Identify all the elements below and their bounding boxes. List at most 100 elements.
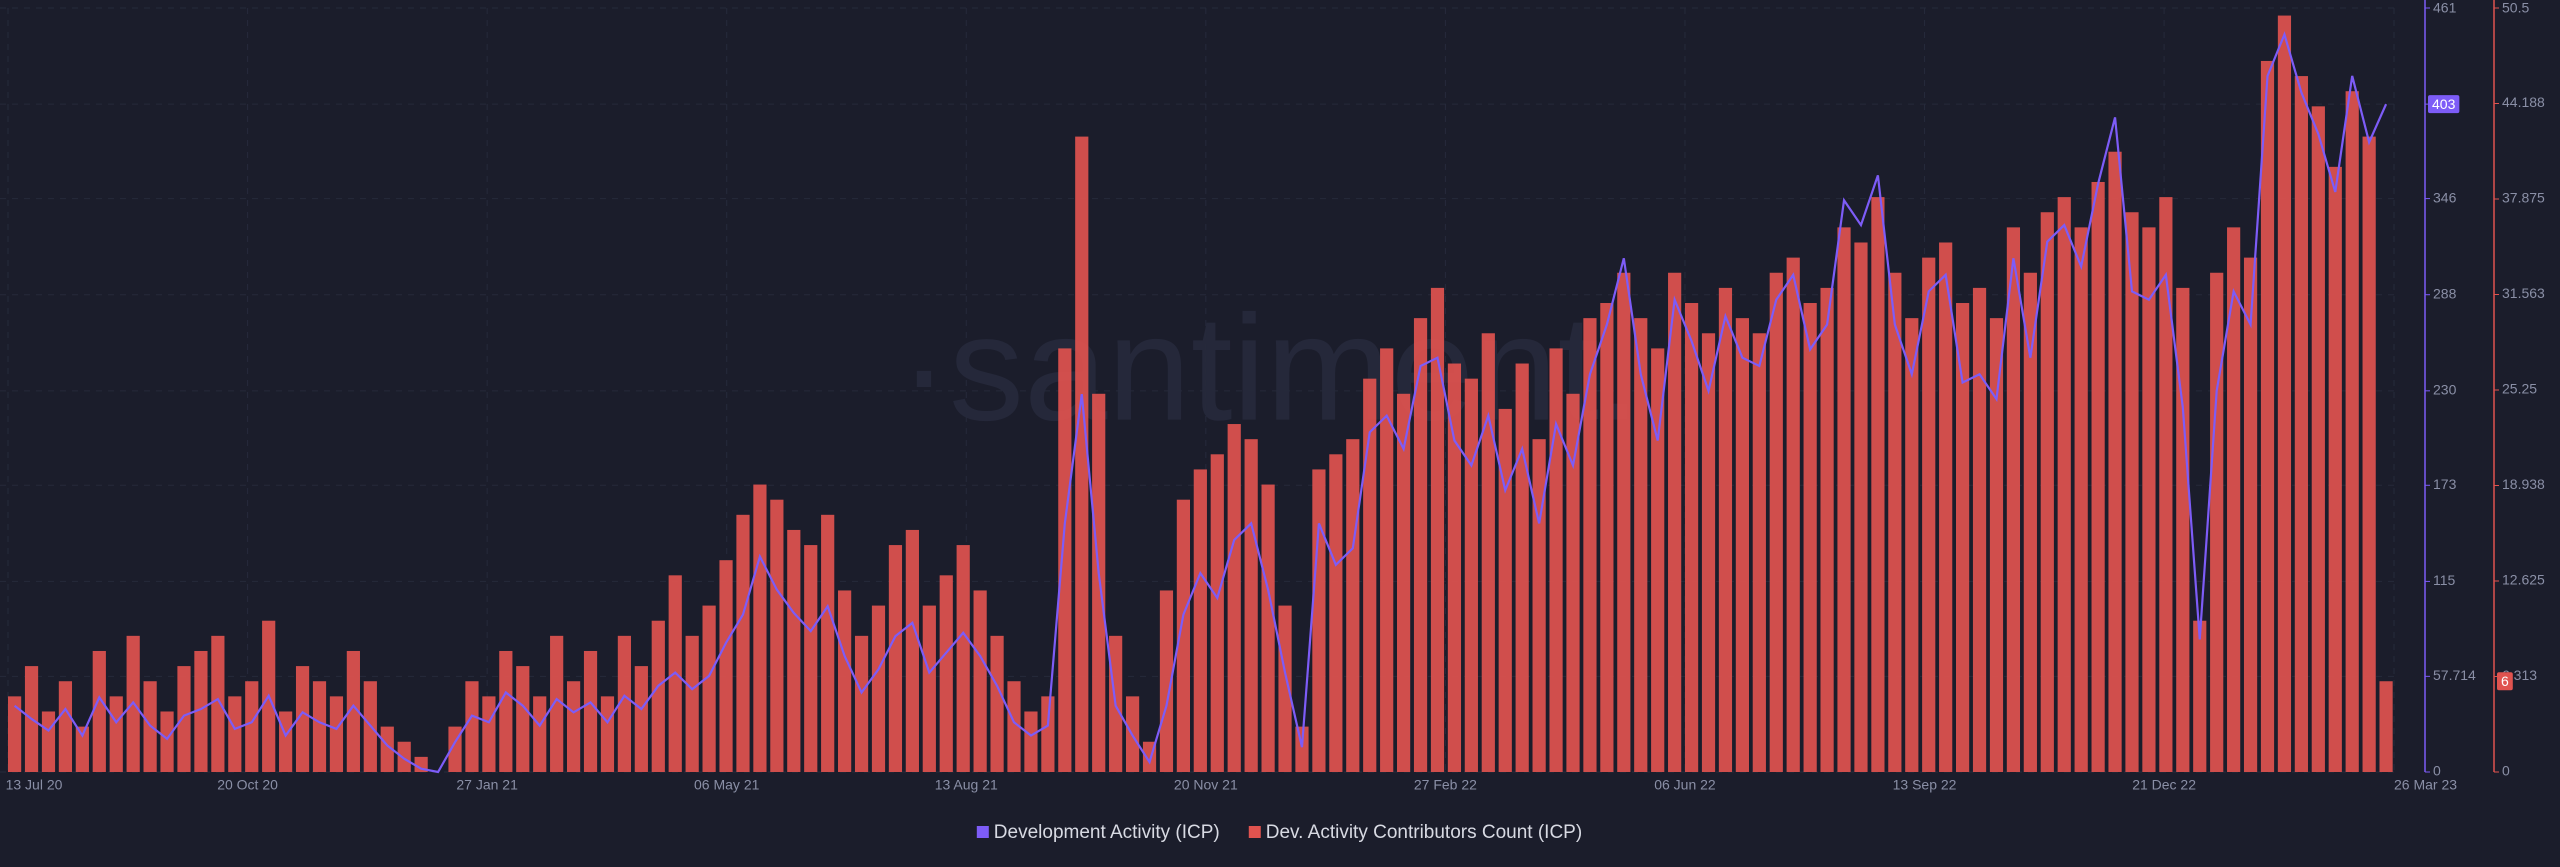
- bar: [617, 635, 632, 772]
- bar: [1617, 272, 1631, 772]
- y2-tick-label: 12.625: [2502, 572, 2545, 588]
- y2-tick-label: 0: [2502, 763, 2510, 779]
- bar: [1972, 287, 1987, 772]
- x-tick-label: 13 Jul 20: [6, 777, 63, 793]
- bar: [1752, 333, 1766, 772]
- bar: [1498, 408, 1512, 772]
- bar: [160, 711, 174, 772]
- bar: [1837, 227, 1851, 772]
- bar: [871, 605, 886, 772]
- x-tick-label: 20 Oct 20: [217, 777, 278, 793]
- bar: [922, 605, 936, 772]
- bar: [2006, 227, 2021, 772]
- bar: [245, 681, 259, 772]
- bar: [1549, 348, 1563, 772]
- bar: [2210, 272, 2224, 772]
- bar: [41, 711, 56, 772]
- bar: [1956, 303, 1970, 772]
- bar: [2379, 681, 2393, 772]
- bar: [1735, 318, 1749, 772]
- bar: [1939, 242, 1953, 772]
- bar: [821, 514, 835, 772]
- bar: [1532, 439, 1546, 772]
- bar: [1413, 318, 1428, 772]
- bar: [1634, 318, 1648, 772]
- bar: [1786, 257, 1800, 772]
- bar: [1244, 439, 1258, 772]
- line: [13, 31, 2388, 774]
- bar: [1227, 424, 1241, 772]
- y-tick-label: 461: [2433, 0, 2457, 16]
- bar: [1600, 303, 1614, 772]
- bar: [2328, 166, 2342, 772]
- bar: [1312, 469, 1326, 772]
- bar: [888, 545, 903, 772]
- bar: [2227, 227, 2241, 772]
- bar: [1447, 363, 1462, 772]
- y-tick-label: 57.714: [2433, 667, 2476, 683]
- bar: [1346, 439, 1360, 772]
- bar: [1058, 348, 1072, 772]
- x-tick-label: 21 Dec 22: [2132, 777, 2196, 793]
- bar: [1210, 454, 1224, 772]
- bar: [329, 696, 344, 772]
- bar: [1651, 348, 1665, 772]
- bar: [854, 635, 869, 772]
- legend-swatch: [1248, 826, 1261, 838]
- bar: [1092, 393, 1106, 772]
- bar: [1566, 393, 1580, 772]
- bar: [295, 666, 310, 772]
- bar: [1380, 348, 1394, 772]
- bar: [1075, 136, 1089, 772]
- bar: [1989, 318, 2004, 772]
- bar: [75, 726, 89, 772]
- legend-swatch: [976, 826, 989, 838]
- x-tick-label: 27 Feb 22: [1414, 777, 1477, 793]
- bar: [2108, 151, 2122, 772]
- bar: [566, 681, 581, 772]
- bar: [1024, 711, 1038, 772]
- bar: [211, 635, 225, 772]
- x-tick-label: 26 Mar 23: [2394, 777, 2457, 793]
- bar: [194, 650, 208, 772]
- bar: [1583, 318, 1597, 772]
- bar: [2243, 257, 2258, 772]
- y-tick-label: 288: [2433, 285, 2457, 301]
- bar: [838, 590, 852, 772]
- bar: [2074, 227, 2088, 772]
- bar: [2345, 91, 2359, 772]
- bar: [177, 666, 191, 772]
- bar: [1193, 469, 1207, 772]
- bar: [109, 696, 123, 772]
- bar: [2176, 287, 2190, 772]
- bar: [499, 650, 513, 772]
- bar: [550, 635, 564, 772]
- legend-label: Dev. Activity Contributors Count (ICP): [1266, 822, 1582, 843]
- bar: [2125, 212, 2139, 773]
- y-tick-label: 346: [2433, 189, 2457, 205]
- bar: [1430, 287, 1445, 772]
- bar: [685, 635, 699, 772]
- bar: [1363, 378, 1377, 772]
- y2-tick-label: 37.875: [2502, 190, 2545, 206]
- y2-tick-label: 25.25: [2502, 381, 2537, 397]
- bar: [1684, 303, 1699, 772]
- bar: [973, 590, 987, 772]
- bar: [1159, 590, 1174, 772]
- bar: [2260, 60, 2275, 772]
- bar: [804, 545, 818, 772]
- y-tick-label: 115: [2433, 572, 2456, 588]
- x-tick-label: 13 Aug 21: [935, 777, 998, 793]
- bar: [1278, 605, 1292, 772]
- value-badge-text: 403: [2432, 96, 2456, 112]
- bar: [1803, 303, 1817, 772]
- bar: [1481, 333, 1495, 772]
- y2-tick-label: 44.188: [2502, 94, 2545, 110]
- bar: [702, 605, 716, 772]
- bar: [736, 514, 750, 772]
- value-badge-bg: [2497, 672, 2513, 691]
- bar: [719, 560, 733, 772]
- bar: [346, 650, 360, 772]
